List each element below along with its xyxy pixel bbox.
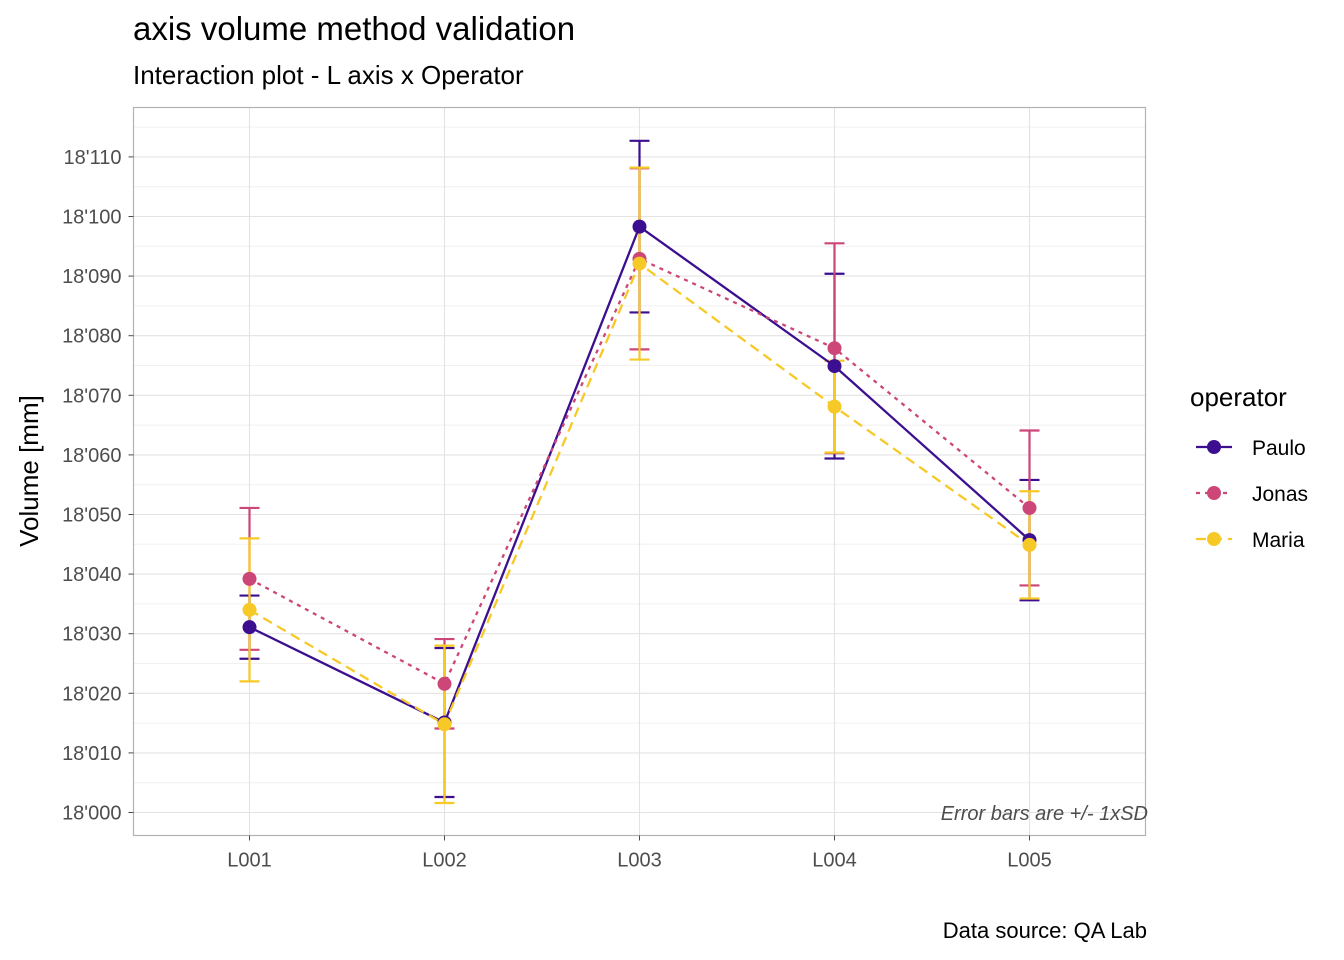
x-tick-label: L003: [617, 850, 662, 872]
axis-layer: 18'000 18'010 18'020 18'030 18'040 18'050 18'0…: [62, 147, 1052, 872]
y-tick-label: 18'070: [62, 385, 121, 407]
data-point-jonas: [242, 571, 257, 586]
y-tick-label: 18'040: [62, 564, 121, 586]
data-point-maria: [437, 717, 452, 732]
error-bar-note: Error bars are +/- 1xSD: [941, 803, 1148, 825]
x-tick-label: L004: [812, 850, 857, 872]
chart-caption: Data source: QA Lab: [942, 918, 1147, 943]
legend-title: operator: [1190, 382, 1287, 412]
y-tick-label: 18'050: [62, 505, 121, 527]
legend-label-paulo: Paulo: [1252, 437, 1306, 460]
y-tick-label: 18'090: [62, 266, 121, 288]
data-point-jonas: [827, 341, 842, 356]
data-point-jonas: [437, 676, 452, 691]
x-tick-label: L005: [1007, 850, 1052, 872]
chart-subtitle: Interaction plot - L axis x Operator: [133, 60, 524, 90]
data-point-maria: [242, 602, 257, 617]
data-point-paulo: [242, 620, 257, 635]
y-tick-label: 18'020: [62, 683, 121, 705]
y-axis-label: Volume [mm]: [14, 395, 44, 547]
y-tick-label: 18'030: [62, 624, 121, 646]
data-point-maria: [632, 256, 647, 271]
x-tick-label: L002: [422, 850, 467, 872]
x-tick-label: L001: [227, 850, 272, 872]
legend-key-point-jonas: [1207, 486, 1221, 500]
legend-label-jonas: Jonas: [1252, 483, 1308, 506]
legend-key-point-maria: [1207, 532, 1221, 546]
legend: operator Paulo Jonas Maria: [1190, 382, 1308, 552]
data-point-maria: [827, 399, 842, 414]
series-layer: [239, 139, 1040, 805]
series-line-jonas: [248, 257, 1031, 686]
legend-key-point-paulo: [1207, 440, 1221, 454]
data-point-jonas: [1022, 500, 1037, 515]
y-tick-label: 18'100: [62, 207, 121, 229]
legend-label-maria: Maria: [1252, 529, 1305, 552]
data-point-maria: [1022, 537, 1037, 552]
y-tick-label: 18'080: [62, 326, 121, 348]
data-point-paulo: [632, 219, 647, 234]
data-point-paulo: [827, 359, 842, 374]
y-tick-label: 18'010: [62, 743, 121, 765]
chart-title: axis volume method validation: [133, 10, 576, 47]
y-tick-label: 18'000: [62, 803, 121, 825]
y-tick-label: 18'060: [62, 445, 121, 467]
y-tick-label: 18'110: [64, 147, 122, 169]
